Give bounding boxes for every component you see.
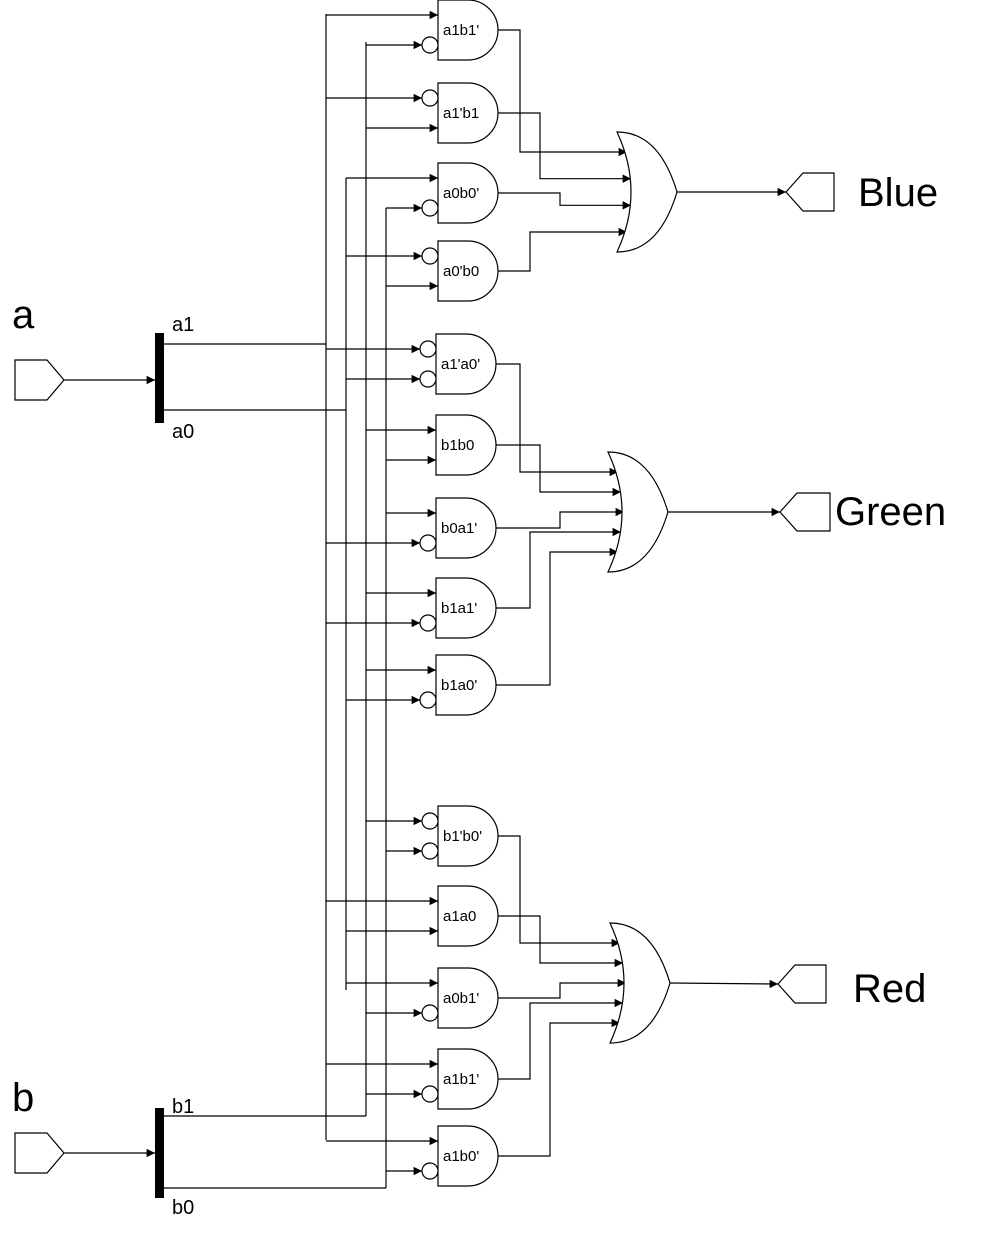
gate-label: a1a0 xyxy=(443,908,476,925)
gate-output-wire xyxy=(498,835,620,948)
and-gate xyxy=(437,0,499,61)
gate-output-wire xyxy=(498,29,627,157)
inverter-bubble xyxy=(419,370,437,388)
gate-label: a1b0' xyxy=(443,1148,479,1165)
or-gate-red xyxy=(609,922,671,1044)
inverter-bubble xyxy=(421,842,439,860)
gate-output-wire xyxy=(498,112,631,183)
gate-label: a1'a0' xyxy=(441,356,480,373)
and-gate xyxy=(435,333,497,395)
gate-label: b1'b0' xyxy=(443,828,482,845)
gate-output-wire xyxy=(498,227,627,272)
gate-output-wire xyxy=(498,998,623,1080)
bit-label-a1: a1 xyxy=(172,314,194,336)
inverter-bubble xyxy=(421,1004,439,1022)
output-port-green xyxy=(779,492,831,532)
gate-label: b1a1' xyxy=(441,600,477,617)
input-label-a: a xyxy=(12,293,35,337)
and-gate xyxy=(437,885,499,947)
and-gate xyxy=(435,414,497,476)
gate-label: b1b0 xyxy=(441,437,474,454)
gate-output-wire xyxy=(498,978,626,999)
or-gate-blue xyxy=(616,131,678,253)
and-gate xyxy=(435,577,497,639)
inverter-bubble xyxy=(419,340,437,358)
gate-label: b0a1' xyxy=(441,520,477,537)
gate-output-wire xyxy=(498,192,631,210)
and-gate xyxy=(437,805,499,867)
input-port-b xyxy=(14,1132,65,1174)
bit-label-b0: b0 xyxy=(172,1197,194,1219)
inverter-bubble xyxy=(421,36,439,54)
and-gate xyxy=(435,654,497,716)
gate-output-wire xyxy=(496,507,624,529)
gate-label: a0b0' xyxy=(443,185,479,202)
gate-output-wire xyxy=(496,527,621,609)
and-gate xyxy=(437,967,499,1029)
input-a: a a1 a0 xyxy=(12,293,194,443)
inverter-bubble xyxy=(421,89,439,107)
and-gate xyxy=(437,82,499,144)
gates: a1b1' a1'b1 a0b0' a0'b0 a1'a0' b1b0 b0a1' b1a1'… xyxy=(419,0,678,1187)
splitter-b xyxy=(155,1108,164,1198)
inverter-bubble xyxy=(421,199,439,217)
output-port-red xyxy=(777,964,827,1004)
output-label-red: Red xyxy=(853,967,926,1011)
wires xyxy=(164,10,786,1189)
or-output-wire-red xyxy=(669,979,779,989)
output-port-blue xyxy=(785,172,835,212)
inverter-bubble xyxy=(419,534,437,552)
gate-output-wire xyxy=(498,915,623,968)
input-port-a xyxy=(14,359,65,401)
gate-output-wire xyxy=(496,547,618,686)
input-label-b: b xyxy=(12,1076,34,1120)
input-b: b b1 b0 xyxy=(12,1076,194,1219)
gate-label: a0b1' xyxy=(443,990,479,1007)
gate-label: a0'b0 xyxy=(443,263,479,280)
output-red: Red xyxy=(777,964,926,1011)
and-gate xyxy=(437,162,499,224)
gate-label: b1a0' xyxy=(441,677,477,694)
output-blue: Blue xyxy=(785,171,938,215)
inverter-bubble xyxy=(421,247,439,265)
gate-output-wire xyxy=(498,1018,620,1157)
inverter-bubble xyxy=(421,1162,439,1180)
gate-output-wire xyxy=(496,444,621,497)
gate-label: a1b1' xyxy=(443,1071,479,1088)
inverter-bubble xyxy=(419,614,437,632)
bit-label-b1: b1 xyxy=(172,1096,194,1118)
or-gate-green xyxy=(607,451,669,573)
splitter-a xyxy=(155,333,164,423)
bit-label-a0: a0 xyxy=(172,421,194,443)
and-gate xyxy=(437,1125,499,1187)
and-gate xyxy=(435,497,497,559)
gate-output-wire xyxy=(496,363,618,477)
output-label-blue: Blue xyxy=(858,171,938,215)
inverter-bubble xyxy=(419,691,437,709)
gate-label: a1'b1 xyxy=(443,105,479,122)
and-gate xyxy=(437,240,499,302)
inverter-bubble xyxy=(421,1085,439,1103)
and-gate xyxy=(437,1048,499,1110)
output-green: Green xyxy=(779,490,946,534)
inverter-bubble xyxy=(421,812,439,830)
output-label-green: Green xyxy=(835,490,946,534)
gate-label: a1b1' xyxy=(443,22,479,39)
